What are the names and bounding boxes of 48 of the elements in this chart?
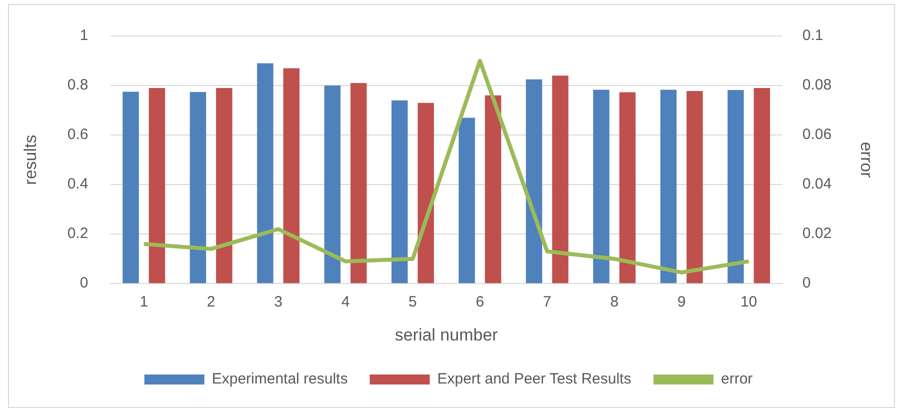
bar [350, 83, 367, 284]
bar [148, 88, 166, 284]
x-tick-label: 7 [542, 294, 552, 311]
x-tick-label: 3 [274, 294, 282, 311]
y-tick-label: 0.6 [67, 126, 88, 144]
bar [458, 118, 475, 284]
bar [122, 92, 139, 284]
bar [283, 68, 300, 284]
y2-tick-label: 0.02 [802, 225, 832, 242]
y-tick-label: 0.4 [67, 176, 88, 193]
x-tick-label: 2 [206, 294, 216, 311]
x-tick-label: 5 [408, 294, 417, 311]
legend-label: Expert and Peer Test Results [437, 370, 632, 388]
y-tick-label: 1 [80, 27, 88, 44]
y2-tick-label: 0.1 [802, 27, 824, 44]
x-tick-label: 4 [341, 294, 350, 311]
y-tick-label: 0.8 [67, 76, 88, 94]
x-tick-label: 1 [140, 294, 148, 311]
y-tick-label: 0.2 [67, 225, 88, 242]
y-tick-label: 0 [80, 274, 88, 292]
x-axis-title: serial number [394, 325, 498, 344]
y2-tick-label: 0.08 [802, 76, 832, 94]
bar [190, 92, 206, 284]
bar [728, 90, 744, 284]
bar [619, 92, 636, 284]
bar [418, 102, 434, 284]
x-tick-label: 6 [476, 294, 484, 311]
bar [257, 63, 274, 284]
bar [686, 90, 703, 284]
x-tick-label: 8 [610, 294, 619, 311]
bar [324, 86, 341, 284]
bar [526, 79, 542, 284]
y-axis-title: results [20, 134, 40, 185]
y2-tick-label: 0.04 [802, 176, 832, 193]
bar [593, 90, 610, 284]
bar [484, 95, 502, 284]
bar [391, 100, 408, 284]
legend-label: Experimental results [212, 370, 348, 388]
y2-tick-label: 0.06 [802, 126, 832, 144]
bar [754, 88, 770, 284]
bar [660, 90, 677, 284]
y2-axis-title: error [857, 142, 876, 178]
bar [216, 88, 232, 284]
y2-tick-label: 0 [802, 274, 811, 292]
x-tick-label: 10 [740, 294, 758, 311]
bar [552, 76, 568, 284]
legend-label: error [720, 370, 753, 388]
x-tick-label: 9 [677, 294, 686, 311]
